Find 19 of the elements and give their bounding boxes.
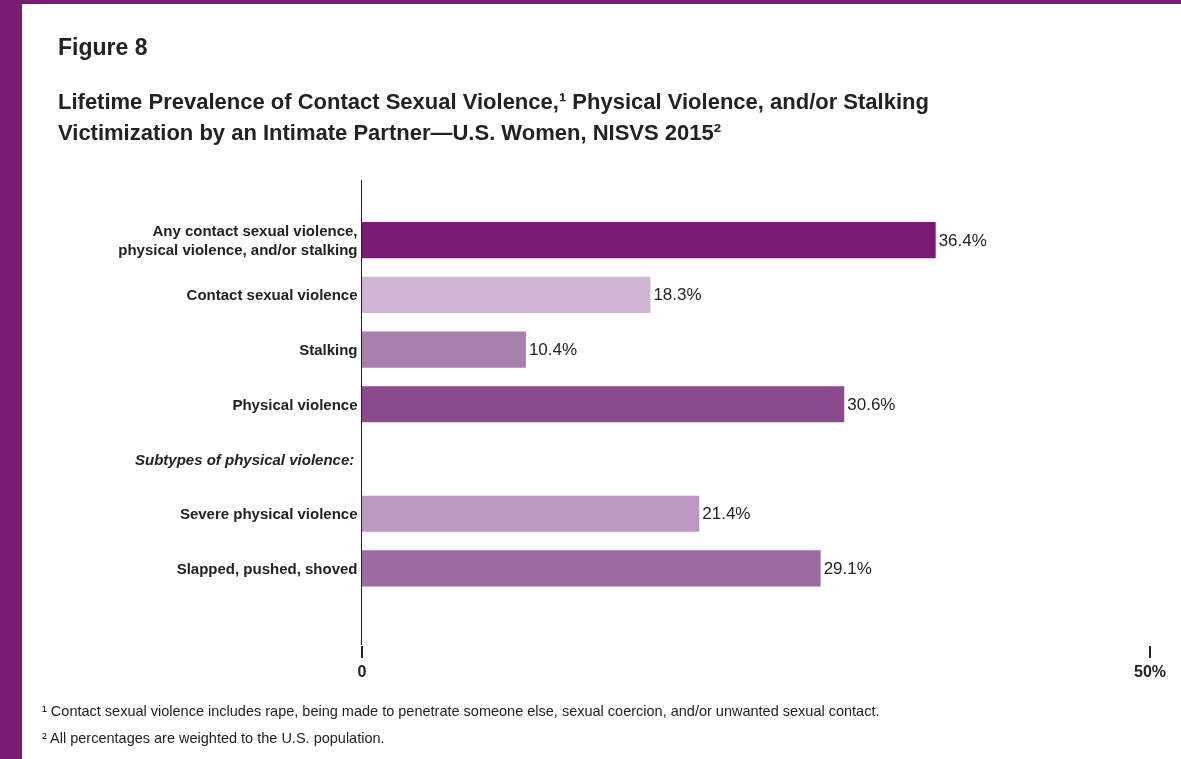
data-label: 29.1% [823, 558, 872, 578]
chart-subtitle: Lifetime Prevalence of Contact Sexual Violence,¹ Physical Violence, and/or Stalking Victimization by an Intimate Partner—U.S. Women, NISVS 2015² [58, 88, 930, 147]
data-label: 21.4% [702, 504, 751, 524]
data-label: 30.6% [847, 394, 896, 414]
text: Subtypes of physical violence: [135, 451, 355, 468]
data-label: 36.4% [938, 230, 987, 250]
data-label: 10.4% [528, 340, 578, 360]
y-tick-label: Any contact sexual violence, physical violence, and/or stalking [118, 221, 358, 259]
x-tick-label: 50% [1133, 663, 1167, 681]
x-tick-label: 0 [357, 663, 367, 681]
data-label: 18.3% [653, 285, 702, 305]
y-tick-label: Stalking [299, 340, 358, 358]
text: Figure 8 [58, 34, 148, 61]
y-tick-label: Severe physical violence [179, 504, 358, 522]
text: ¹ Contact sexual violence includes rape, being made to penetrate someone else, sexual coercion, and/or unwanted sexual contact. [42, 702, 880, 721]
y-tick-label: Slapped, pushed, shoved [176, 559, 358, 577]
y-tick-label: Contact sexual violence [186, 286, 358, 304]
y-tick-label: Physical violence [232, 395, 358, 413]
text: ² All percentages are weighted to the U.S. population. [42, 729, 386, 748]
